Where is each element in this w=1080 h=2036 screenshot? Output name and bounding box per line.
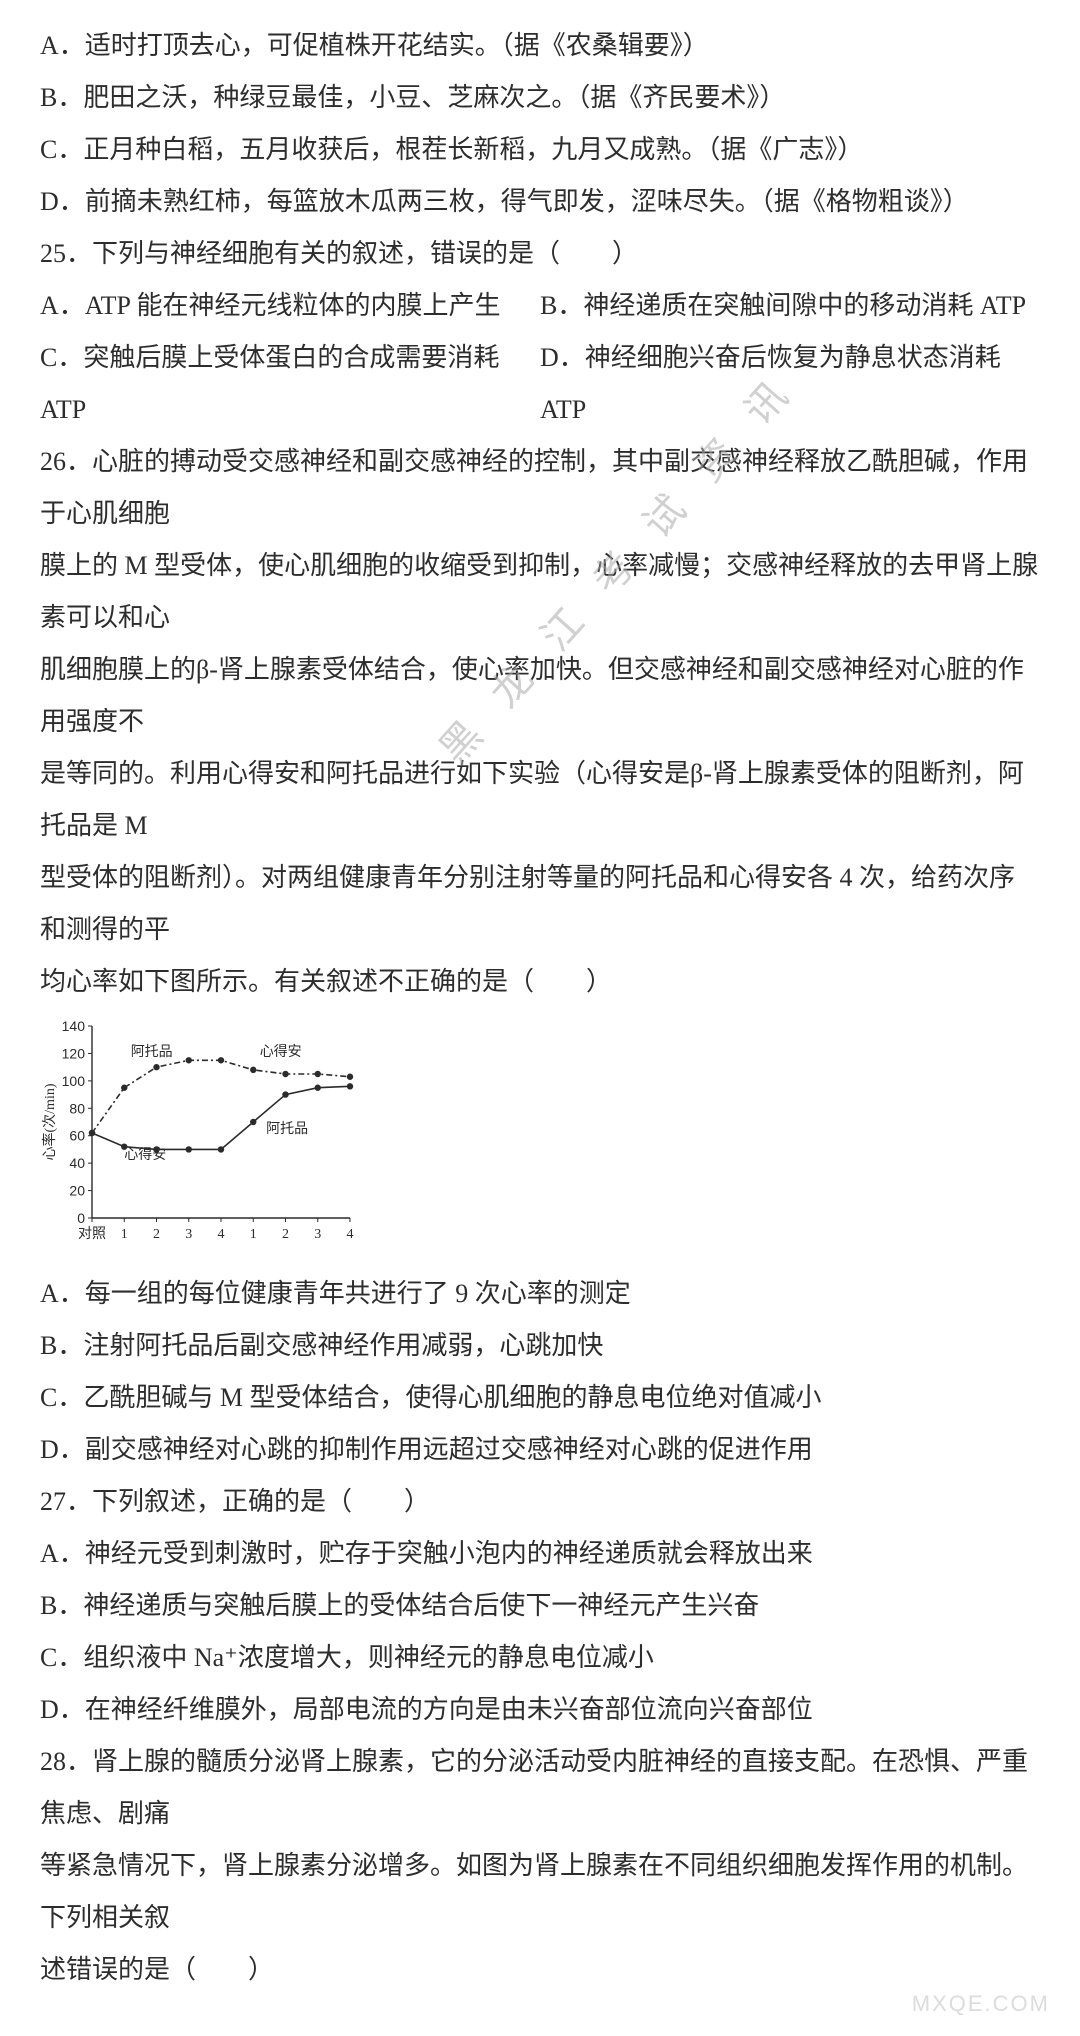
q26-p5: 型受体的阻断剂）。对两组健康青年分别注射等量的阿托品和心得安各 4 次，给药次序…: [40, 852, 1040, 956]
svg-text:心得安: 心得安: [260, 1043, 302, 1060]
svg-text:3: 3: [314, 1227, 321, 1242]
svg-text:心得安: 心得安: [124, 1146, 166, 1163]
q27-option-d: D．在神经纤维膜外，局部电流的方向是由未兴奋部位流向兴奋部位: [40, 1684, 1040, 1736]
q26-p1: 26．心脏的搏动受交感神经和副交感神经的控制，其中副交感神经释放乙酰胆碱，作用于…: [40, 436, 1040, 540]
q25-row-ab: A．ATP 能在神经元线粒体的内膜上产生 B．神经递质在突触间隙中的移动消耗 A…: [40, 280, 1040, 332]
q25-row-cd: C．突触后膜上受体蛋白的合成需要消耗 ATP D．神经细胞兴奋后恢复为静息状态消…: [40, 332, 1040, 436]
svg-text:对照: 对照: [78, 1226, 106, 1242]
q27-option-b: B．神经递质与突触后膜上的受体结合后使下一神经元产生兴奋: [40, 1580, 1040, 1632]
svg-text:1: 1: [250, 1227, 257, 1242]
q26-chart: 0 20 40 60 80 100 120 140 对照 1 2 3 4 1 2 3 4 心率(次/min) 阿托品…: [40, 1016, 1040, 1264]
q27-option-c: C．组织液中 Na⁺浓度增大，则神经元的静息电位减小: [40, 1632, 1040, 1684]
svg-text:0: 0: [77, 1210, 85, 1226]
svg-text:60: 60: [69, 1128, 85, 1144]
q28-p2: 等紧急情况下，肾上腺素分泌增多。如图为肾上腺素在不同组织细胞发挥作用的机制。下列…: [40, 1840, 1040, 1944]
svg-text:2: 2: [282, 1227, 289, 1242]
svg-text:阿托品: 阿托品: [131, 1044, 173, 1060]
svg-text:4: 4: [347, 1227, 354, 1242]
q28-p3: 述错误的是（ ）: [40, 1944, 1040, 1996]
svg-text:3: 3: [185, 1227, 192, 1242]
chart-svg: 0 20 40 60 80 100 120 140 对照 1 2 3 4 1 2 3 4 心率(次/min) 阿托品…: [40, 1016, 360, 1246]
q28-p1: 28．肾上腺的髓质分泌肾上腺素，它的分泌活动受内脏神经的直接支配。在恐惧、严重焦…: [40, 1736, 1040, 1840]
svg-text:20: 20: [69, 1183, 85, 1199]
svg-text:1: 1: [121, 1227, 128, 1242]
q25-option-b: B．神经递质在突触间隙中的移动消耗 ATP: [540, 280, 1040, 332]
q24-option-d: D．前摘未熟红柿，每篮放木瓜两三枚，得气即发，涩味尽失。（据《格物粗谈》）: [40, 176, 1040, 228]
q26-option-b: B．注射阿托品后副交感神经作用减弱，心跳加快: [40, 1320, 1040, 1372]
q24-option-b: B．肥田之沃，种绿豆最佳，小豆、芝麻次之。（据《齐民要术》）: [40, 72, 1040, 124]
q26-option-c: C．乙酰胆碱与 M 型受体结合，使得心肌细胞的静息电位绝对值减小: [40, 1372, 1040, 1424]
svg-text:40: 40: [69, 1155, 85, 1171]
q27-option-a: A．神经元受到刺激时，贮存于突触小泡内的神经递质就会释放出来: [40, 1528, 1040, 1580]
svg-text:100: 100: [62, 1073, 86, 1089]
q26-p6: 均心率如下图所示。有关叙述不正确的是（ ）: [40, 956, 1040, 1008]
q26-p2: 膜上的 M 型受体，使心肌细胞的收缩受到抑制，心率减慢；交感神经释放的去甲肾上腺…: [40, 540, 1040, 644]
q25-option-a: A．ATP 能在神经元线粒体的内膜上产生: [40, 280, 540, 332]
q26-option-d: D．副交感神经对心跳的抑制作用远超过交感神经对心跳的促进作用: [40, 1424, 1040, 1476]
q25-stem: 25．下列与神经细胞有关的叙述，错误的是（ ）: [40, 228, 1040, 280]
svg-text:120: 120: [62, 1045, 86, 1061]
q24-option-c: C．正月种白稻，五月收获后，根茬长新稻，九月又成熟。（据《广志》）: [40, 124, 1040, 176]
q25-option-c: C．突触后膜上受体蛋白的合成需要消耗 ATP: [40, 332, 540, 436]
svg-text:心率(次/min): 心率(次/min): [41, 1083, 58, 1160]
svg-text:4: 4: [218, 1227, 225, 1242]
footer-mark: MXQE.COM: [912, 1982, 1050, 2026]
q26-p4: 是等同的。利用心得安和阿托品进行如下实验（心得安是β-肾上腺素受体的阻断剂，阿托…: [40, 748, 1040, 852]
q27-stem: 27．下列叙述，正确的是（ ）: [40, 1476, 1040, 1528]
svg-text:2: 2: [153, 1227, 160, 1242]
svg-text:80: 80: [69, 1100, 85, 1116]
q24-option-a: A．适时打顶去心，可促植株开花结实。（据《农桑辑要》）: [40, 20, 1040, 72]
svg-text:140: 140: [62, 1018, 86, 1034]
svg-text:阿托品: 阿托品: [266, 1121, 308, 1137]
q26-p3: 肌细胞膜上的β-肾上腺素受体结合，使心率加快。但交感神经和副交感神经对心脏的作用…: [40, 644, 1040, 748]
q25-option-d: D．神经细胞兴奋后恢复为静息状态消耗 ATP: [540, 332, 1040, 436]
q26-option-a: A．每一组的每位健康青年共进行了 9 次心率的测定: [40, 1268, 1040, 1320]
